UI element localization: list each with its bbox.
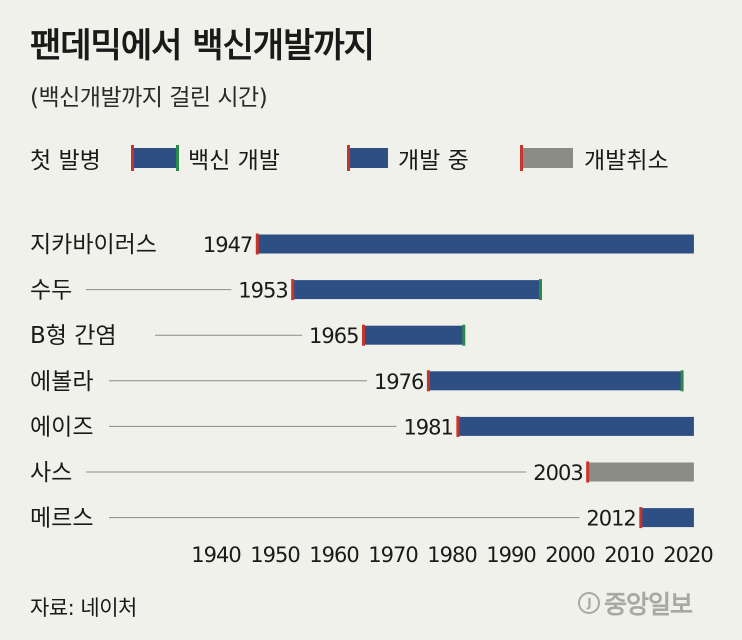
first-outbreak-year-label: 1947: [203, 233, 252, 257]
vaccine-timeline-bar: [257, 234, 694, 254]
disease-name: 수두: [30, 278, 72, 304]
disease-row: 지카바이러스 1947: [30, 232, 694, 258]
vaccine-timeline-bar: [292, 280, 541, 300]
legend-cancelled-bar: [523, 148, 573, 168]
x-tick-label: 1990: [486, 543, 535, 567]
publisher-logo-icon: J: [578, 592, 600, 614]
first-outbreak-year-label: 2012: [586, 507, 635, 531]
first-outbreak-year-label: 1953: [238, 279, 287, 303]
publisher-logo: J 중앙일보: [578, 585, 693, 621]
legend-vaccine-developed-label: 백신 개발: [188, 148, 280, 174]
vaccine-timeline-bar: [587, 462, 694, 482]
disease-row: 사스 2003: [30, 460, 694, 486]
x-tick-label: 1940: [191, 543, 240, 567]
legend-cancelled-label: 개발취소: [584, 148, 669, 174]
first-outbreak-year-label: 2003: [533, 461, 582, 485]
vaccine-developed-marker: [539, 279, 542, 301]
x-axis: 1940 1950 1960 1970 1980 1990 2000 2010 2020: [191, 543, 713, 567]
vaccine-developed-marker: [680, 370, 684, 392]
first-outbreak-marker: [586, 461, 590, 483]
legend-vaccine-developed-bar: [134, 148, 176, 168]
disease-row: 에볼라 1976: [30, 369, 684, 395]
first-outbreak-marker: [456, 415, 460, 437]
disease-name: B형 간염: [30, 323, 117, 349]
disease-name: 지카바이러스: [30, 232, 157, 258]
first-outbreak-marker: [639, 507, 643, 529]
legend-end-marker: [176, 145, 179, 171]
disease-name: 에볼라: [30, 369, 93, 395]
vaccine-timeline-bar: [640, 508, 694, 528]
first-outbreak-marker: [426, 370, 430, 392]
publisher-logo-text: 중앙일보: [604, 590, 693, 619]
x-tick-label: 1960: [309, 543, 358, 567]
legend-in-development-bar: [350, 148, 388, 168]
legend-first-outbreak-label: 첫 발병: [30, 148, 101, 174]
legend-in-development-label: 개발 중: [398, 148, 469, 174]
vaccine-timeline-bar: [363, 325, 464, 345]
x-tick-label: 1950: [250, 543, 299, 567]
chart-subtitle: (백신개발까지 걸린 시간): [30, 85, 268, 111]
first-outbreak-marker: [255, 233, 259, 255]
vaccine-developed-marker: [462, 324, 466, 346]
x-tick-label: 2000: [545, 543, 594, 567]
first-outbreak-marker: [362, 324, 365, 346]
chart-title: 팬데믹에서 백신개발까지: [30, 26, 375, 66]
legend-in-development-start-marker: [347, 145, 350, 171]
legend-start-marker: [131, 145, 134, 171]
disease-row: 메르스 2012: [30, 506, 694, 532]
legend-cancelled-start-marker: [520, 145, 523, 171]
disease-row: 에이즈 1981: [30, 414, 694, 440]
first-outbreak-year-label: 1976: [374, 370, 424, 394]
source-note: 자료: 네이처: [30, 596, 137, 620]
disease-name: 메르스: [30, 506, 93, 532]
first-outbreak-marker: [291, 279, 295, 301]
disease-name: 에이즈: [30, 414, 93, 440]
x-tick-label: 1980: [427, 543, 476, 567]
x-tick-label: 1970: [368, 543, 417, 567]
disease-row: B형 간염 1965: [30, 323, 466, 349]
x-tick-label: 2010: [604, 543, 653, 567]
x-tick-label: 2020: [663, 543, 712, 567]
first-outbreak-year-label: 1965: [309, 324, 358, 348]
disease-row: 수두 1953: [30, 278, 542, 304]
vaccine-timeline-bar: [457, 416, 694, 436]
first-outbreak-year-label: 1981: [403, 415, 452, 439]
legend: 첫 발병 백신 개발 개발 중 개발취소: [30, 145, 669, 174]
vaccine-timeline-bar: [428, 371, 683, 391]
disease-name: 사스: [30, 460, 72, 486]
chart-rows: 지카바이러스 1947 수두 1953 B형 간염 1965 에볼라 1976 에이즈 1981 사…: [30, 232, 694, 532]
